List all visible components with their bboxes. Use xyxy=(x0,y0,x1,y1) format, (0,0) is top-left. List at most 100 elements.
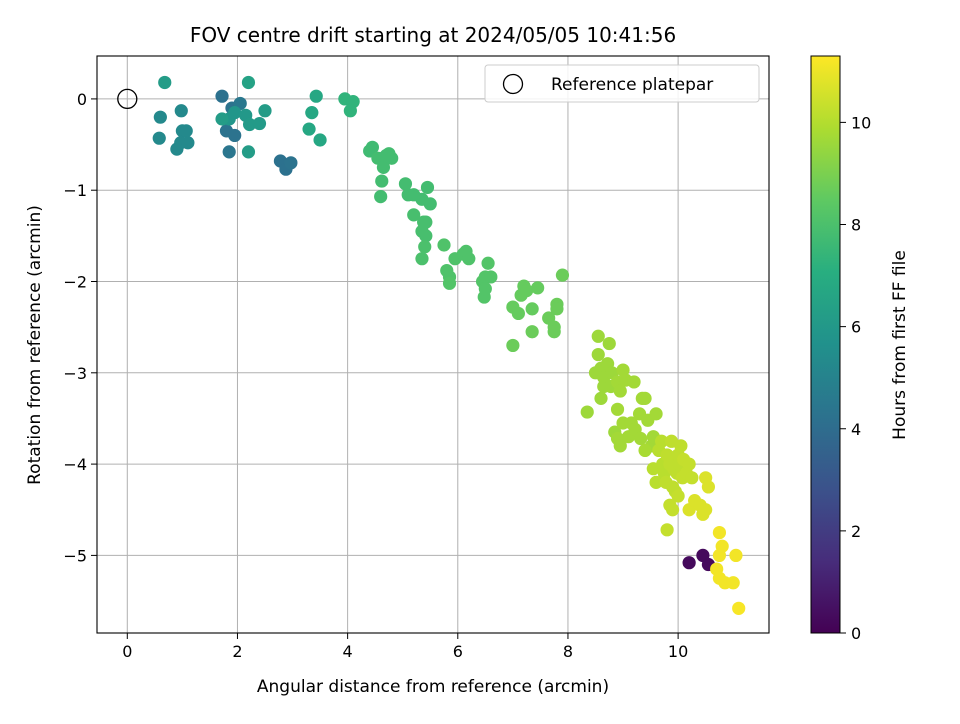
data-point xyxy=(591,329,605,343)
data-point xyxy=(591,347,605,362)
colorbar-tick-label: 6 xyxy=(851,318,861,337)
data-point xyxy=(242,117,257,132)
data-point xyxy=(531,281,545,295)
data-point xyxy=(385,151,399,165)
reference-point-marker xyxy=(117,88,138,110)
legend-reference-label: Reference platepar xyxy=(551,75,713,95)
data-point xyxy=(305,106,319,120)
data-point xyxy=(594,391,608,405)
plot-frame xyxy=(96,55,770,634)
data-point xyxy=(685,471,699,485)
data-point xyxy=(374,189,388,204)
colorbar-tick-label: 10 xyxy=(851,113,871,132)
legend-reference-marker xyxy=(502,73,524,95)
data-point xyxy=(258,104,272,118)
x-tick-label: 0 xyxy=(122,642,132,661)
data-point xyxy=(442,276,457,290)
data-point xyxy=(555,268,570,282)
data-point xyxy=(547,325,561,339)
colorbar xyxy=(810,55,841,634)
data-point xyxy=(418,240,432,254)
data-point xyxy=(732,601,746,615)
data-point xyxy=(525,302,539,316)
data-point xyxy=(375,174,389,188)
x-axis-ticks: 0 2 4 6 8 10 xyxy=(122,633,688,661)
data-point xyxy=(602,336,616,351)
chart-title: FOV centre drift starting at 2024/05/05 … xyxy=(190,23,676,47)
data-point xyxy=(158,75,172,90)
data-point xyxy=(153,110,167,124)
data-point xyxy=(726,576,740,590)
data-point xyxy=(638,391,652,405)
data-point xyxy=(682,556,696,570)
data-point xyxy=(627,375,641,389)
data-point xyxy=(484,270,498,284)
legend: Reference platepar xyxy=(484,64,760,103)
data-point xyxy=(729,548,743,562)
data-point xyxy=(481,256,495,270)
legend-box xyxy=(484,64,760,103)
data-point xyxy=(398,177,413,191)
data-point xyxy=(420,180,435,195)
x-axis-label: Angular distance from reference (arcmin) xyxy=(257,677,609,697)
data-point xyxy=(715,539,729,553)
y-tick-label: −1 xyxy=(63,181,87,200)
data-point xyxy=(610,402,625,416)
data-point xyxy=(712,525,727,540)
data-point xyxy=(241,75,256,90)
data-point xyxy=(520,284,534,298)
x-tick-label: 6 xyxy=(453,642,463,661)
data-point xyxy=(284,156,298,170)
data-point xyxy=(654,434,669,448)
colorbar-tick-label: 2 xyxy=(851,522,861,541)
data-point xyxy=(215,112,229,126)
data-point xyxy=(701,480,716,494)
colorbar-tick-label: 8 xyxy=(851,216,861,235)
data-point xyxy=(313,133,327,147)
data-point xyxy=(419,229,433,243)
data-point xyxy=(415,252,429,266)
data-point xyxy=(525,325,539,339)
data-point xyxy=(241,145,256,159)
data-point xyxy=(215,89,229,103)
data-point xyxy=(343,104,357,118)
y-tick-label: −3 xyxy=(63,364,87,383)
data-point xyxy=(613,439,627,453)
y-axis-label: Rotation from reference (arcmin) xyxy=(25,205,45,485)
data-point xyxy=(174,104,188,118)
data-point xyxy=(682,457,696,471)
data-point xyxy=(616,363,630,377)
data-point xyxy=(666,503,680,517)
data-point xyxy=(634,431,648,446)
data-point xyxy=(580,405,594,419)
data-point xyxy=(437,238,451,252)
data-point xyxy=(365,140,380,154)
data-point xyxy=(252,116,267,131)
data-point xyxy=(511,306,525,321)
data-point xyxy=(222,145,236,159)
data-point xyxy=(478,282,492,296)
data-point xyxy=(638,443,652,458)
y-tick-label: −2 xyxy=(63,273,87,292)
data-point xyxy=(302,122,316,136)
data-point xyxy=(462,252,476,266)
data-point xyxy=(550,302,564,316)
x-tick-label: 4 xyxy=(343,642,353,661)
data-point xyxy=(219,124,234,138)
y-tick-label: −4 xyxy=(63,455,87,474)
x-tick-label: 8 xyxy=(563,642,573,661)
y-tick-label: 0 xyxy=(77,90,87,109)
x-tick-label: 2 xyxy=(232,642,242,661)
data-point xyxy=(660,523,674,537)
data-points xyxy=(152,75,746,615)
y-tick-label: −5 xyxy=(63,546,87,565)
data-point xyxy=(423,197,437,211)
data-point xyxy=(613,384,627,398)
colorbar-ticks: 0 2 4 6 8 10 xyxy=(840,113,871,643)
data-point xyxy=(181,136,195,150)
data-point xyxy=(309,89,323,103)
data-point xyxy=(376,160,391,174)
data-point xyxy=(228,106,242,120)
y-axis-ticks: 0 −1 −2 −3 −4 −5 xyxy=(63,90,97,565)
